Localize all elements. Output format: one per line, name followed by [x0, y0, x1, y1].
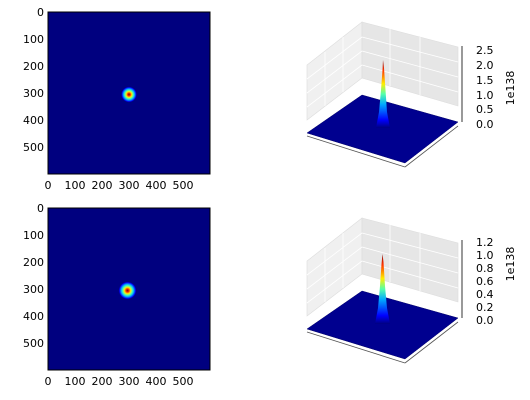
y-tick-label: 400: [23, 114, 44, 127]
x-tick-label: 0: [45, 375, 52, 388]
x-tick-label: 200: [92, 375, 113, 388]
z-tick-label: 1.0: [476, 249, 494, 262]
x-tick-label: 100: [65, 375, 86, 388]
z-tick-label: 0.4: [476, 288, 494, 301]
surface-2-floor-edge-right: [404, 321, 459, 364]
x-tick-label: 400: [146, 179, 167, 192]
y-tick-label: 500: [23, 337, 44, 350]
surface-2-grid: [306, 225, 459, 304]
surface-2-floor: [306, 290, 459, 360]
heatmap-2-peak: [118, 281, 137, 300]
heatmap-2-x-axis: 0 100 200 300 400 500: [45, 375, 194, 388]
z-scale-label: 1e138: [504, 247, 517, 282]
heatmap-1-peak: [121, 86, 137, 103]
surface-2: 0.0 0.2 0.4 0.6 0.8 1.0 1.2 1e138: [306, 217, 517, 364]
z-tick-label: 1.2: [476, 236, 494, 249]
y-tick-label: 0: [37, 6, 44, 19]
x-tick-label: 500: [173, 375, 194, 388]
surface-1-z-axis: 0.0 0.5 1.0 1.5 2.0 2.5 1e138: [461, 44, 517, 131]
y-tick-label: 0: [37, 202, 44, 215]
x-tick-label: 300: [119, 375, 140, 388]
y-tick-label: 100: [23, 229, 44, 242]
surface-1-peak: [376, 60, 390, 128]
z-tick-label: 0.0: [476, 314, 494, 327]
y-tick-label: 400: [23, 310, 44, 323]
z-tick-label: 2.5: [476, 44, 494, 57]
y-tick-label: 300: [23, 87, 44, 100]
surface-2-peak: [375, 254, 390, 324]
heatmap-1-frame: [47, 11, 211, 175]
heatmap-2-frame: [47, 207, 211, 371]
heatmap-1: 0 100 200 300 400 500 0 100 200 300 400 …: [23, 6, 211, 192]
z-tick-label: 2.0: [476, 59, 494, 72]
surface-1-grid: [306, 29, 459, 108]
z-tick-label: 0.8: [476, 262, 494, 275]
z-scale-label: 1e138: [504, 71, 517, 106]
z-tick-label: 1.5: [476, 74, 494, 87]
surface-1-floor: [306, 94, 459, 164]
surface-2-floor-edge-front: [306, 331, 406, 364]
surface-1-floor-edge-front: [306, 135, 406, 168]
heatmap-1-x-axis: 0 100 200 300 400 500: [45, 179, 194, 192]
surface-1: 0.0 0.5 1.0 1.5 2.0 2.5 1e138: [306, 21, 517, 168]
surface-1-floor-edge-right: [404, 125, 459, 168]
y-tick-label: 200: [23, 60, 44, 73]
z-tick-label: 0.2: [476, 301, 494, 314]
heatmap-1-y-axis: 0 100 200 300 400 500: [23, 6, 44, 154]
y-tick-label: 100: [23, 33, 44, 46]
x-tick-label: 0: [45, 179, 52, 192]
surface-2-z-axis: 0.0 0.2 0.4 0.6 0.8 1.0 1.2 1e138: [461, 236, 517, 327]
heatmap-2: 0 100 200 300 400 500 0 100 200 300 400 …: [23, 202, 211, 388]
x-tick-label: 200: [92, 179, 113, 192]
y-tick-label: 500: [23, 141, 44, 154]
y-tick-label: 200: [23, 256, 44, 269]
z-tick-label: 1.0: [476, 89, 494, 102]
x-tick-label: 400: [146, 375, 167, 388]
z-tick-label: 0.0: [476, 118, 494, 131]
x-tick-label: 100: [65, 179, 86, 192]
z-tick-label: 0.6: [476, 275, 494, 288]
z-tick-label: 0.5: [476, 103, 494, 116]
heatmap-2-y-axis: 0 100 200 300 400 500: [23, 202, 44, 350]
x-tick-label: 500: [173, 179, 194, 192]
x-tick-label: 300: [119, 179, 140, 192]
y-tick-label: 300: [23, 283, 44, 296]
